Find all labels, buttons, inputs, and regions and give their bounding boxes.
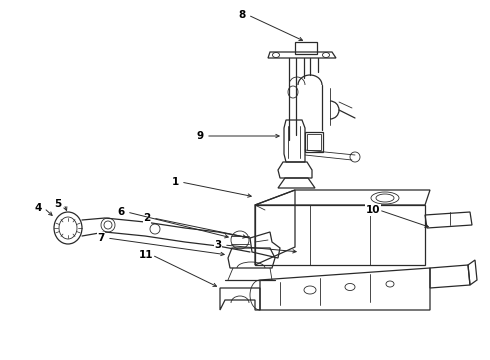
Text: 4: 4 [34, 203, 42, 213]
Text: 7: 7 [98, 233, 105, 243]
Text: 9: 9 [196, 131, 203, 141]
Bar [307, 134, 321, 150]
Bar [305, 132, 323, 152]
Text: 8: 8 [238, 10, 245, 20]
Text: 10: 10 [366, 205, 380, 215]
Text: 3: 3 [215, 240, 221, 250]
Text: 2: 2 [144, 213, 150, 223]
Text: 5: 5 [54, 199, 62, 209]
Text: 6: 6 [118, 207, 124, 217]
Text: 1: 1 [172, 177, 179, 187]
Text: 11: 11 [139, 250, 153, 260]
Bar [295, 42, 317, 54]
